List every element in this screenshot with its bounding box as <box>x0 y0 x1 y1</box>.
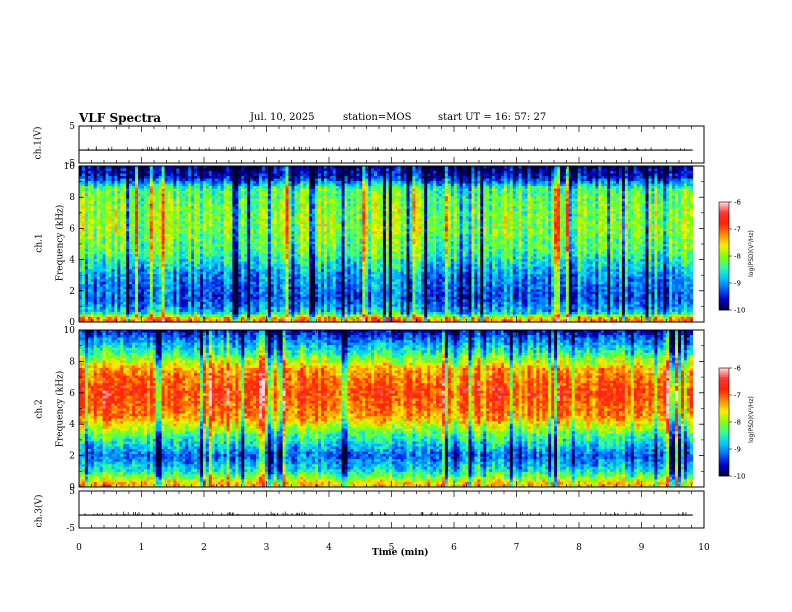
ch1-spectrogram-colorbar-tick-label: -6 <box>734 199 742 207</box>
x-tick-label: 1 <box>139 543 145 553</box>
ch2-spectrogram-colorbar-tick-label: -6 <box>734 365 742 373</box>
ch2-spectrogram-ylabel-freq: Frequency (kHz) <box>55 371 65 448</box>
ch1-spectrogram-colorbar-tick-label: -10 <box>734 307 745 315</box>
ch1-spectrogram-colorbar-tick-label: -8 <box>734 253 741 261</box>
ch2-spectrogram-cells <box>79 330 693 487</box>
x-tick-label: 6 <box>451 543 457 553</box>
ch1-voltage-ylabel: ch.1(V) <box>33 127 43 160</box>
ch2-spectrogram-ytick-label: 4 <box>69 420 75 430</box>
x-tick-label: 0 <box>76 543 82 553</box>
ch1-colorbar-label: log(PSD)(V²/Hz) <box>748 230 755 277</box>
ch1-spectrogram-colorbar-tick-label: -9 <box>734 280 741 288</box>
ch2-spectrogram-colorbar-tick-label: -10 <box>734 473 745 481</box>
ch2-spectrogram-colorbar-tick-label: -7 <box>734 392 741 400</box>
ch1-spectrogram-colorbar <box>719 202 729 310</box>
ch2-spectrogram-ytick-label: 2 <box>69 452 75 462</box>
ch2-colorbar-label: log(PSD)(V²/Hz) <box>748 396 755 443</box>
ch1-spectrogram-ytick-label: 6 <box>69 224 75 234</box>
ch1-spectrogram-ytick-label: 8 <box>69 193 75 203</box>
ch1-spectrogram-ytick-label: 10 <box>64 162 76 172</box>
ch1-spectrogram-colorbar-tick-label: -7 <box>734 226 741 234</box>
ch1-spectrogram-cells <box>79 166 693 322</box>
x-tick-label: 2 <box>201 543 207 553</box>
ch2-spectrogram-ytick-label: 10 <box>64 326 76 336</box>
ch1-voltage-ytick-label: 5 <box>69 122 75 132</box>
ch2-spectrogram-ytick-label: 6 <box>69 389 75 399</box>
ch2-spectrogram-colorbar-tick-label: -9 <box>734 446 741 454</box>
ch2-spectrogram-ylabel-channel: ch.2 <box>35 399 45 418</box>
ch2-spectrogram-colorbar <box>719 368 729 476</box>
ch1-spectrogram-ytick-label: 2 <box>69 287 75 297</box>
x-tick-label: 9 <box>639 543 645 553</box>
ch2-spectrogram-ytick-label: 8 <box>69 357 75 367</box>
ch1-spectrogram-ylabel-freq: Frequency (kHz) <box>55 205 65 282</box>
x-tick-label: 10 <box>698 543 710 553</box>
ch1-spectrogram-ylabel-channel: ch.1 <box>35 233 45 252</box>
ch3-voltage-ylabel: ch.3(V) <box>34 495 44 528</box>
x-tick-label: 4 <box>326 543 332 553</box>
ch1-spectrogram-ytick-label: 4 <box>69 256 75 266</box>
x-axis-label: Time (min) <box>372 548 429 558</box>
vlf-figure: -6-7-8-9-10-6-7-8-9-105-5024681002468105… <box>0 0 792 612</box>
ch3-voltage-ytick-label: -5 <box>66 524 75 534</box>
x-tick-label: 8 <box>576 543 582 553</box>
x-tick-label: 3 <box>264 543 270 553</box>
x-tick-label: 7 <box>514 543 520 553</box>
ch2-spectrogram-colorbar-tick-label: -8 <box>734 419 741 427</box>
ch3-voltage-ytick-label: 5 <box>69 487 75 497</box>
